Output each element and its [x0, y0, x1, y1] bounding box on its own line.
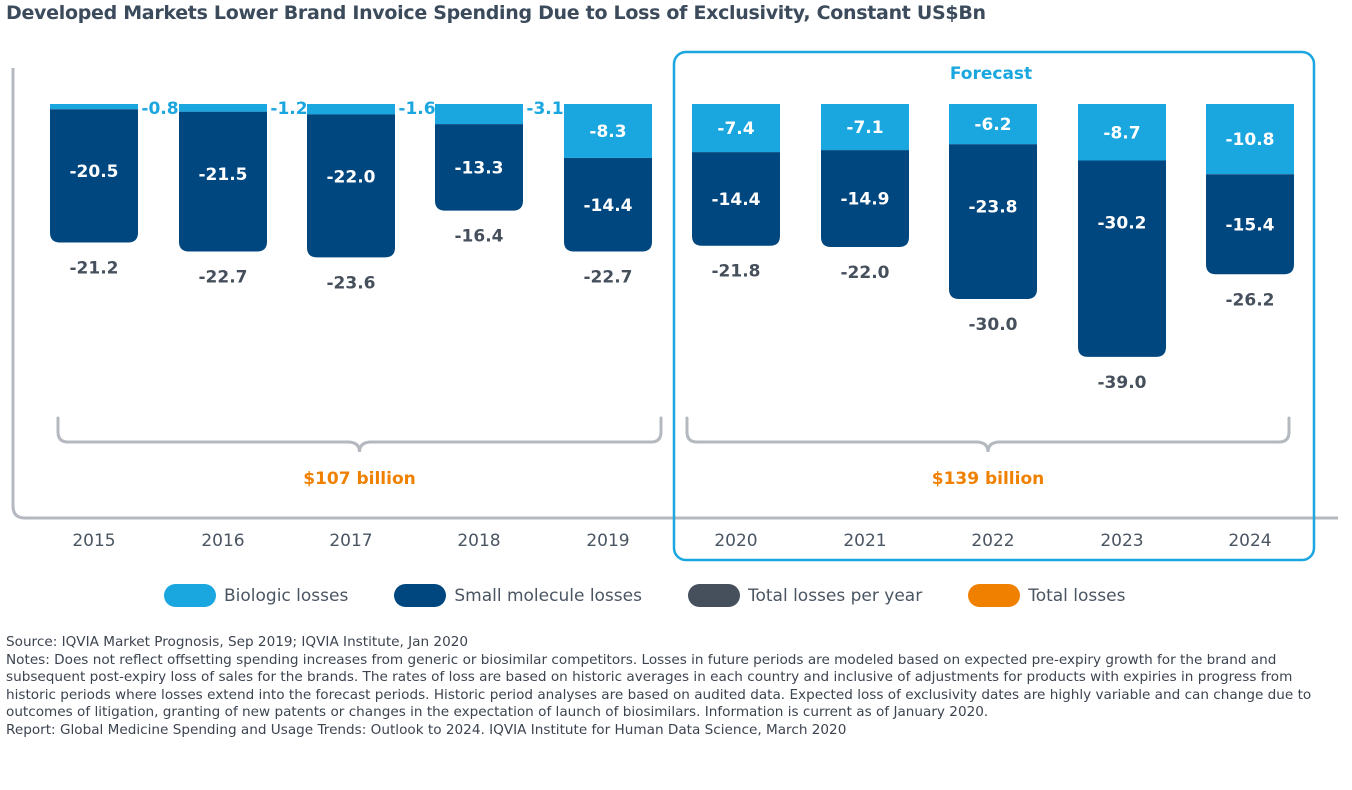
label-small-molecule-2016: -21.5 [199, 165, 248, 185]
period-total-label-1: $107 billion [303, 469, 416, 489]
bar-small-molecule-2018 [435, 124, 523, 211]
forecast-box [672, 50, 1316, 562]
label-biologic-2017: -1.6 [398, 99, 435, 119]
label-biologic-2015: -0.8 [141, 99, 178, 119]
label-total-2017: -23.6 [327, 273, 376, 293]
legend-swatch-total-losses [968, 584, 1021, 607]
label-small-molecule-2018: -13.3 [455, 158, 504, 178]
label-total-2023: -39.0 [1098, 373, 1147, 393]
x-tick-2017: 2017 [329, 531, 372, 551]
bar-small-molecule-2024 [1206, 174, 1294, 275]
label-biologic-2020: -7.4 [717, 119, 754, 139]
x-tick-2020: 2020 [714, 531, 757, 551]
bar-small-molecule-2020 [692, 152, 780, 246]
chart-area: Forecast -0.8 -20.5 -21.2 2015 -1.2 -21.5 -22.7… [11, 50, 1338, 562]
legend-label-small-molecule: Small molecule losses [454, 585, 642, 606]
legend-label-total-losses: Total losses [1028, 585, 1126, 606]
chart-title: Developed Markets Lower Brand Invoice Sp… [6, 2, 986, 24]
label-total-2020: -21.8 [712, 262, 761, 282]
period-bracket-1 [56, 416, 663, 453]
label-biologic-2016: -1.2 [270, 99, 307, 119]
period-total-label-2: $139 billion [932, 469, 1045, 489]
x-tick-2016: 2016 [201, 531, 244, 551]
label-biologic-2019: -8.3 [589, 122, 626, 142]
label-total-2016: -22.7 [199, 268, 248, 288]
label-small-molecule-2015: -20.5 [70, 162, 119, 182]
forecast-label: Forecast [950, 64, 1032, 84]
bar-biologic-2018 [435, 104, 523, 125]
label-small-molecule-2020: -14.4 [712, 190, 761, 210]
legend-item-biologic: Biologic losses [164, 584, 348, 607]
x-tick-2022: 2022 [971, 531, 1014, 551]
label-total-2021: -22.0 [841, 263, 890, 283]
x-tick-2015: 2015 [72, 531, 115, 551]
footnotes: Source: IQVIA Market Prognosis, Sep 2019… [6, 634, 1336, 740]
label-biologic-2018: -3.1 [526, 99, 563, 119]
label-small-molecule-2024: -15.4 [1226, 215, 1275, 235]
bar-small-molecule-2021 [821, 150, 909, 247]
x-tick-2023: 2023 [1100, 531, 1143, 551]
legend-label-total-per-year: Total losses per year [747, 585, 923, 606]
bar-biologic-2020 [692, 104, 780, 153]
legend-item-small-molecule: Small molecule losses [394, 584, 642, 607]
label-total-2022: -30.0 [969, 315, 1018, 335]
label-biologic-2023: -8.7 [1103, 123, 1140, 143]
label-small-molecule-2017: -22.0 [327, 167, 376, 187]
label-biologic-2021: -7.1 [846, 118, 883, 138]
x-tick-2024: 2024 [1228, 531, 1271, 551]
legend-swatch-total-per-year [687, 584, 740, 607]
x-tick-2021: 2021 [843, 531, 886, 551]
bar-biologic-2023 [1078, 104, 1166, 161]
label-total-2018: -16.4 [455, 227, 504, 247]
bar-biologic-2022 [949, 104, 1037, 145]
label-total-2024: -26.2 [1226, 290, 1275, 310]
source-note: Source: IQVIA Market Prognosis, Sep 2019… [6, 634, 469, 650]
label-small-molecule-2021: -14.9 [841, 190, 890, 210]
x-tick-2019: 2019 [586, 531, 629, 551]
bar-small-molecule-2023 [1078, 160, 1166, 357]
legend-item-total-per-year: Total losses per year [687, 584, 923, 607]
label-biologic-2024: -10.8 [1226, 130, 1275, 150]
bar-small-molecule-2022 [949, 144, 1037, 299]
legend-item-total-losses: Total losses [968, 584, 1125, 607]
chart-frame [11, 68, 1338, 520]
label-small-molecule-2022: -23.8 [969, 197, 1018, 217]
methodology-note: Notes: Does not reflect offsetting spend… [6, 652, 1312, 720]
bar-biologic-2015 [50, 104, 138, 110]
label-total-2015: -21.2 [70, 258, 119, 278]
bar-biologic-2024 [1206, 104, 1294, 175]
bar-small-molecule-2016 [179, 111, 267, 252]
label-small-molecule-2023: -30.2 [1098, 214, 1147, 234]
legend: Biologic losses Small molecule losses To… [164, 584, 1171, 607]
period-bracket-2 [685, 416, 1291, 453]
bar-biologic-2016 [179, 104, 267, 112]
bar-biologic-2017 [307, 104, 395, 115]
label-small-molecule-2019: -14.4 [584, 196, 633, 216]
bar-small-molecule-2017 [307, 114, 395, 258]
legend-swatch-biologic [164, 584, 216, 607]
legend-swatch-small-molecule [394, 584, 447, 607]
bar-biologic-2021 [821, 104, 909, 151]
x-tick-2018: 2018 [457, 531, 500, 551]
label-total-2019: -22.7 [584, 268, 633, 288]
report-note: Report: Global Medicine Spending and Usa… [6, 722, 847, 739]
bar-small-molecule-2019 [564, 157, 652, 252]
bar-small-molecule-2015 [50, 109, 138, 243]
label-biologic-2022: -6.2 [974, 115, 1011, 135]
legend-label-biologic: Biologic losses [224, 585, 349, 606]
bar-biologic-2019 [564, 104, 652, 158]
